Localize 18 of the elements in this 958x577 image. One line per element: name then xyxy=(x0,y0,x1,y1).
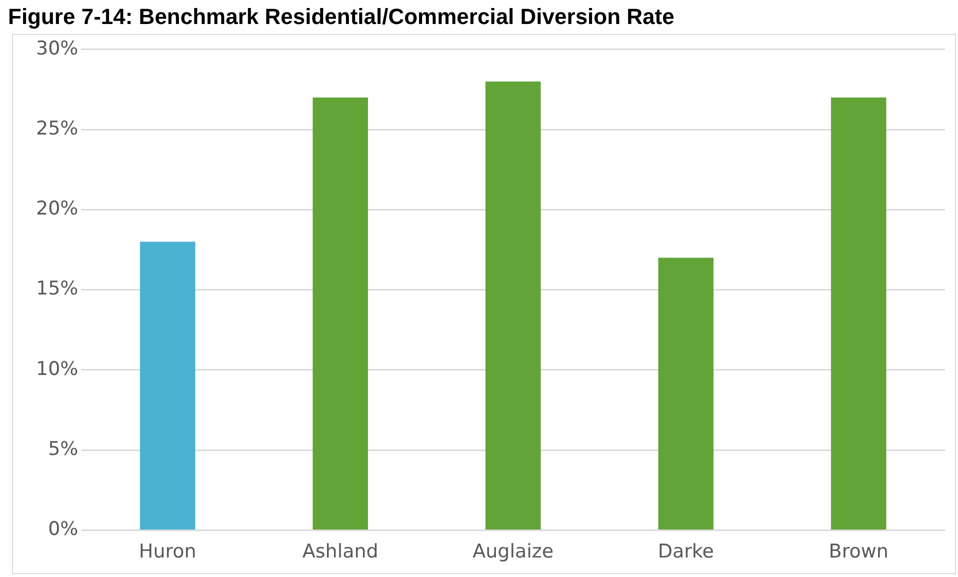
bar xyxy=(658,258,714,530)
bar xyxy=(312,97,368,530)
bar xyxy=(830,97,886,530)
chart-title: Figure 7-14: Benchmark Residential/Commercial Diversion Rate xyxy=(8,4,676,31)
y-tick-label: 30% xyxy=(36,37,78,60)
y-tick-label: 20% xyxy=(36,198,78,220)
y-tick-label: 10% xyxy=(36,358,78,380)
y-tick-label: 0% xyxy=(48,518,78,540)
x-tick-label: Ashland xyxy=(302,540,378,563)
y-tick-label: 25% xyxy=(36,117,78,140)
y-tick-label: 5% xyxy=(48,438,78,460)
x-tick-label: Huron xyxy=(138,540,196,563)
x-tick-label: Brown xyxy=(828,540,888,563)
bar xyxy=(485,81,541,530)
x-tick-label: Darke xyxy=(658,540,714,563)
y-tick-label: 15% xyxy=(36,278,78,300)
bar xyxy=(140,242,196,530)
x-tick-label: Auglaize xyxy=(472,540,554,563)
